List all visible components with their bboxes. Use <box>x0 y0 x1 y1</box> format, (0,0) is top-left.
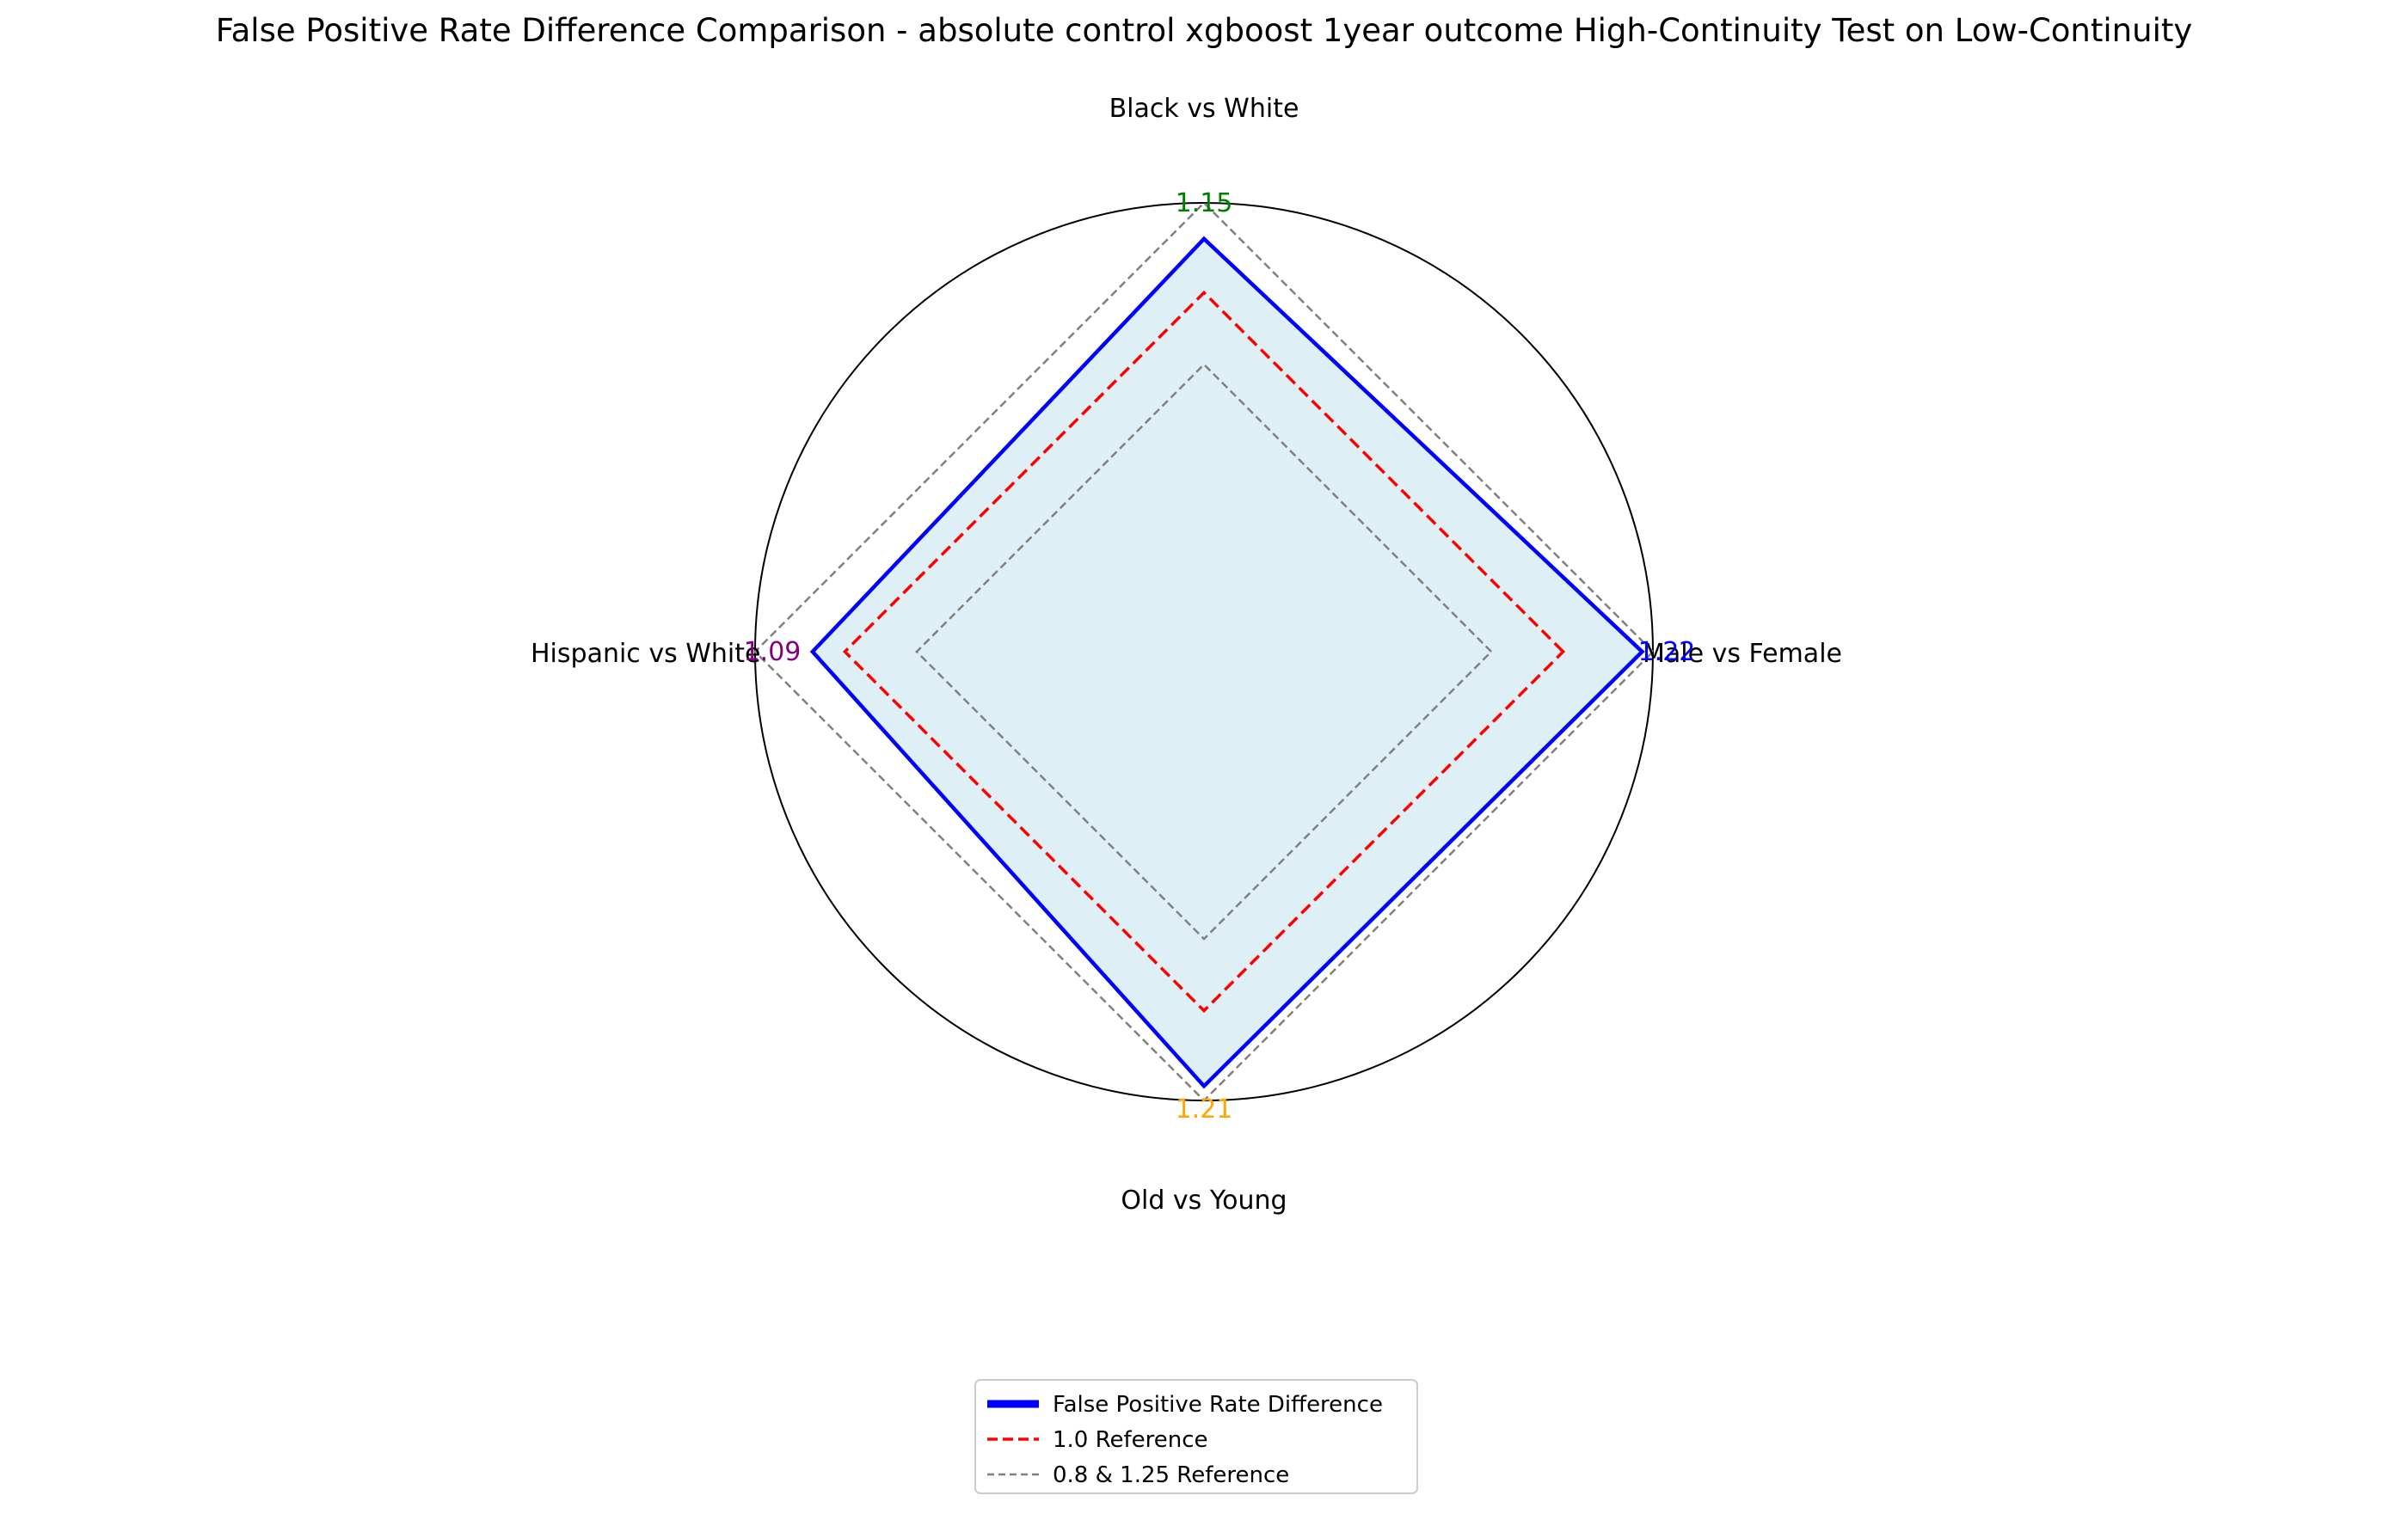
plot-area: Male vs Female Black vs White Hispanic vs … <box>531 94 1842 1216</box>
value-label: 1.22 <box>1638 637 1696 667</box>
reference-line-1-25 <box>753 201 1655 1102</box>
category-label: Old vs Young <box>1121 1186 1287 1216</box>
legend-entry-label: False Positive Rate Difference <box>1053 1392 1383 1418</box>
legend-box <box>974 1379 1418 1494</box>
value-label: 1.09 <box>744 637 802 667</box>
series-line <box>809 236 1645 1089</box>
legend: False Positive Rate Difference 1.0 Refere… <box>974 1379 1418 1494</box>
category-label: Black vs White <box>1109 94 1299 124</box>
chart-title: False Positive Rate Difference Compariso… <box>216 12 2193 49</box>
reference-line-0-8 <box>915 363 1493 941</box>
legend-entry-label: 1.0 Reference <box>1053 1427 1208 1453</box>
category-label: Male vs Female <box>1643 639 1842 669</box>
category-label: Hispanic vs White <box>531 639 760 669</box>
value-label: 1.21 <box>1176 1094 1233 1125</box>
series-fill-area <box>812 238 1643 1087</box>
value-label: 1.15 <box>1176 188 1233 218</box>
reference-line-1 <box>842 290 1566 1014</box>
legend-entry-label: 0.8 & 1.25 Reference <box>1053 1462 1289 1488</box>
